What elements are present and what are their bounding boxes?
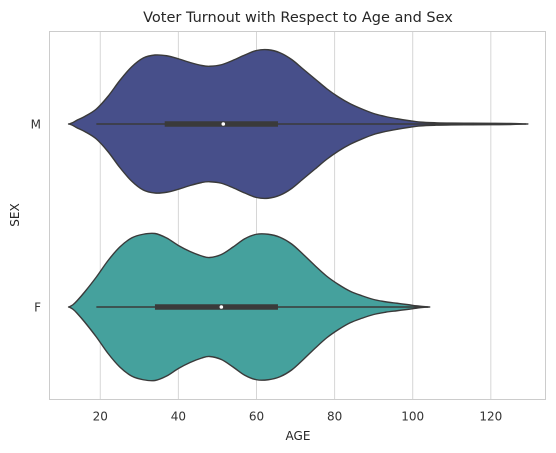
x-tick-label: 100 [401, 410, 424, 424]
x-tick-labels: 20 40 60 80 100 120 [93, 410, 503, 424]
y-tick-labels: MF [31, 118, 41, 315]
x-tick-label: 120 [479, 410, 502, 424]
y-axis-label: SEX [8, 203, 22, 226]
x-tick-label: 60 [249, 410, 264, 424]
x-axis-label: AGE [286, 429, 311, 443]
x-tick-label: 20 [93, 410, 108, 424]
y-tick-label: M [31, 118, 41, 132]
median-point-F [219, 305, 224, 309]
chart-title: Voter Turnout with Respect to Age and Se… [143, 10, 453, 26]
boxplots [96, 121, 526, 310]
median-point-M [221, 122, 226, 126]
y-tick-label: F [34, 301, 41, 315]
x-tick-label: 40 [171, 410, 186, 424]
violins [67, 48, 529, 382]
x-tick-label: 80 [327, 410, 342, 424]
plot-frame [49, 31, 546, 400]
